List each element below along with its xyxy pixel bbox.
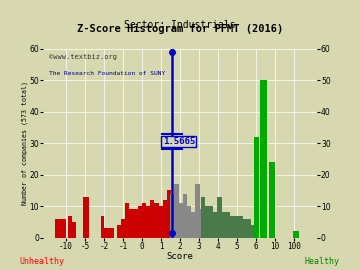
Bar bbox=[217, 197, 222, 238]
Bar bbox=[293, 231, 299, 238]
Bar bbox=[222, 212, 226, 238]
Bar bbox=[146, 206, 150, 238]
Bar bbox=[247, 219, 251, 238]
Text: The Research Foundation of SUNY: The Research Foundation of SUNY bbox=[49, 71, 165, 76]
Bar bbox=[230, 215, 234, 238]
Bar bbox=[167, 190, 171, 238]
Bar bbox=[199, 209, 204, 238]
Bar bbox=[183, 194, 187, 238]
Bar bbox=[83, 197, 89, 238]
Bar bbox=[101, 215, 104, 238]
Bar bbox=[260, 80, 267, 238]
Text: ©www.textbiz.org: ©www.textbiz.org bbox=[49, 54, 117, 60]
Bar bbox=[158, 206, 163, 238]
Bar bbox=[117, 225, 121, 238]
Bar bbox=[234, 215, 238, 238]
Bar bbox=[138, 206, 142, 238]
Bar bbox=[269, 162, 275, 238]
Bar bbox=[170, 194, 175, 238]
Bar bbox=[238, 215, 243, 238]
Bar bbox=[134, 209, 138, 238]
Bar bbox=[104, 228, 113, 238]
Bar bbox=[121, 219, 125, 238]
Bar bbox=[163, 200, 167, 238]
Bar bbox=[205, 206, 209, 238]
Y-axis label: Number of companies (573 total): Number of companies (573 total) bbox=[21, 81, 28, 205]
X-axis label: Score: Score bbox=[167, 252, 193, 261]
Bar bbox=[213, 212, 217, 238]
Bar bbox=[201, 197, 205, 238]
Bar bbox=[72, 222, 76, 238]
Bar bbox=[243, 219, 247, 238]
Bar bbox=[254, 137, 259, 238]
Bar bbox=[226, 212, 230, 238]
Title: Z-Score Histogram for PFMT (2016): Z-Score Histogram for PFMT (2016) bbox=[77, 24, 283, 34]
Text: Healthy: Healthy bbox=[305, 257, 340, 266]
Bar bbox=[195, 184, 199, 238]
Bar bbox=[125, 203, 129, 238]
Bar bbox=[187, 206, 191, 238]
Bar bbox=[179, 203, 183, 238]
Bar bbox=[55, 219, 66, 238]
Bar bbox=[251, 225, 255, 238]
Text: Unhealthy: Unhealthy bbox=[19, 257, 64, 266]
Bar bbox=[68, 215, 72, 238]
Bar bbox=[209, 206, 213, 238]
Bar bbox=[142, 203, 146, 238]
Bar bbox=[129, 209, 134, 238]
Text: Sector: Industrials: Sector: Industrials bbox=[124, 20, 236, 30]
Bar bbox=[150, 200, 154, 238]
Bar bbox=[191, 212, 195, 238]
Bar bbox=[154, 203, 158, 238]
Text: 1.5665: 1.5665 bbox=[163, 137, 195, 146]
Bar bbox=[175, 184, 179, 238]
